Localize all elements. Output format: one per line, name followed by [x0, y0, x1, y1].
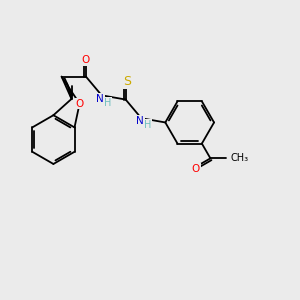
Text: S: S [123, 75, 131, 88]
Text: CH₃: CH₃ [231, 153, 249, 163]
Text: H: H [144, 120, 152, 130]
Text: O: O [76, 99, 84, 109]
Text: N: N [136, 116, 144, 126]
Text: O: O [82, 55, 90, 65]
Text: O: O [192, 164, 200, 174]
Text: H: H [104, 98, 112, 108]
Text: N: N [96, 94, 104, 104]
